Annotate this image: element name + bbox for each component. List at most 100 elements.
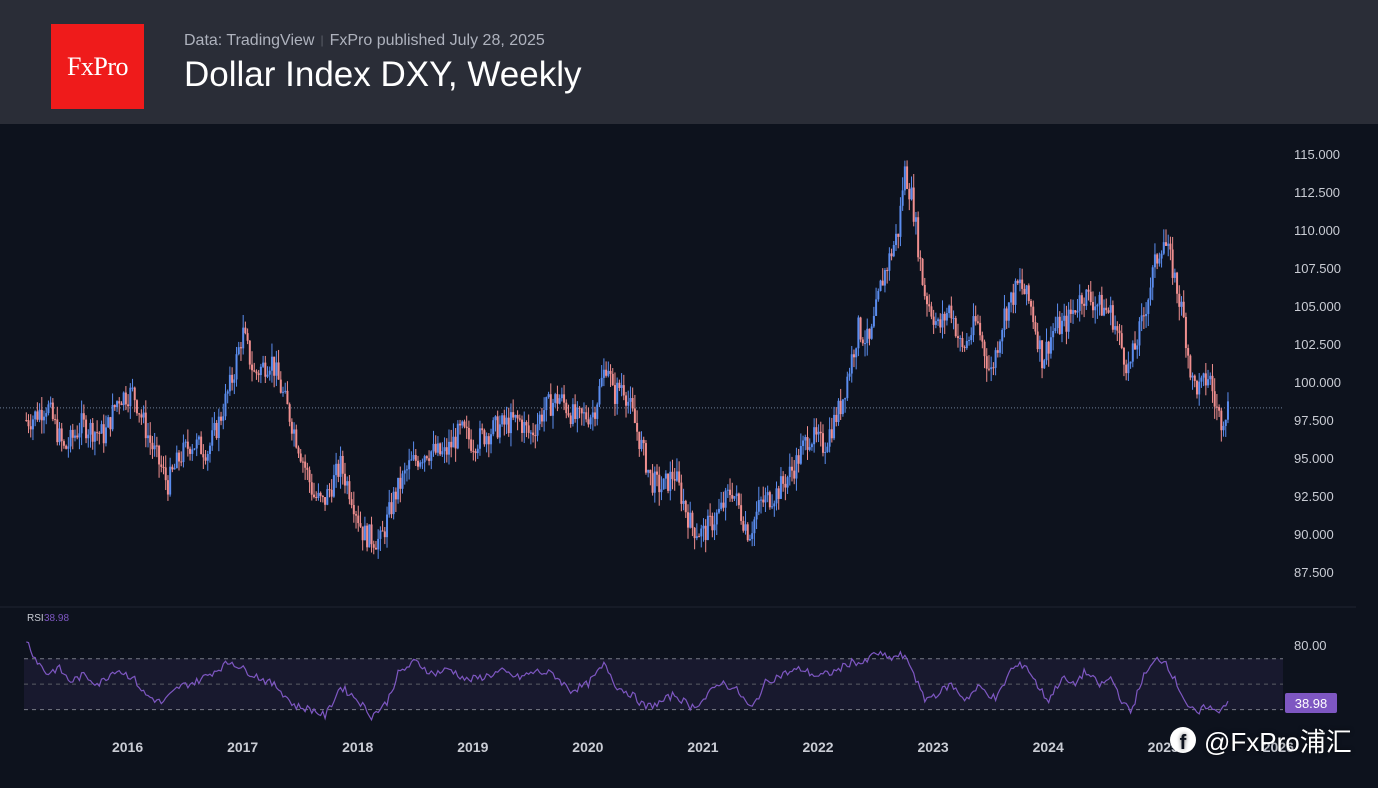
- candle-body: [96, 432, 99, 434]
- candle-body: [452, 436, 455, 448]
- candle-body: [633, 408, 636, 423]
- candle-body: [259, 366, 262, 376]
- candle-body: [1169, 243, 1172, 250]
- candle-body: [76, 435, 79, 438]
- candle-body: [399, 477, 402, 489]
- candle-body: [569, 415, 572, 425]
- candle-body: [1041, 340, 1044, 369]
- candle-body: [410, 459, 413, 461]
- candle-body: [722, 502, 725, 508]
- candle-body: [523, 422, 526, 433]
- rsi-value-label: 38.98: [44, 613, 69, 624]
- candle-body: [740, 505, 743, 521]
- candle-body: [85, 419, 88, 439]
- candle-body: [602, 369, 605, 378]
- candle-body: [381, 530, 384, 532]
- candle-body: [1010, 292, 1013, 303]
- candle-body: [436, 443, 439, 453]
- dxy-chart[interactable]: 115.000 112.500 110.000 107.500 105.000 102.5…: [0, 124, 1378, 788]
- candle-body: [649, 469, 652, 474]
- candle-body: [135, 400, 138, 414]
- candle-body: [505, 417, 508, 425]
- candle-body: [87, 434, 90, 439]
- candle-body: [363, 525, 366, 541]
- candle-body: [850, 354, 853, 374]
- candle-body: [671, 471, 674, 480]
- x-tick-label: 2019: [457, 739, 488, 755]
- candle-body: [726, 489, 729, 491]
- candle-body: [534, 435, 537, 437]
- candle-body: [558, 398, 561, 404]
- candle-body: [118, 401, 121, 404]
- candle-body: [1176, 272, 1179, 294]
- candle-body: [503, 415, 506, 425]
- candle-body: [509, 412, 512, 434]
- candle-body: [684, 500, 687, 513]
- candle-body: [144, 412, 147, 439]
- candle-body: [981, 335, 984, 342]
- candle-body: [1204, 373, 1207, 386]
- candle-body: [355, 514, 358, 516]
- candle-body: [1096, 304, 1099, 307]
- candle-body: [1043, 360, 1046, 369]
- rsi-band: [24, 658, 1283, 710]
- candle-body: [906, 166, 909, 189]
- candle-body: [370, 524, 373, 545]
- candle-body: [545, 397, 548, 411]
- candle-body: [565, 402, 568, 414]
- candle-body: [625, 395, 628, 406]
- candle-body: [1198, 381, 1201, 395]
- candle-body: [903, 166, 906, 191]
- candle-body: [297, 447, 300, 454]
- candle-body: [1076, 310, 1079, 313]
- candle-body: [1180, 301, 1183, 307]
- candle-body: [877, 290, 880, 300]
- candle-body: [622, 385, 625, 396]
- candle-body: [82, 413, 85, 420]
- candle-body: [706, 515, 709, 540]
- candle-body: [1138, 321, 1141, 346]
- y-tick-label: 105.000: [1294, 299, 1341, 314]
- candle-body: [1173, 272, 1176, 278]
- candle-body: [881, 280, 884, 286]
- candle-body: [295, 429, 298, 448]
- candle-body: [868, 328, 871, 339]
- candle-body: [1218, 407, 1221, 411]
- time-axis: 2016 2017 2018 2019 2020 2021 2022 2023 2024 2025…: [112, 739, 1294, 755]
- candle-body: [116, 401, 119, 408]
- candle-body: [1091, 301, 1094, 311]
- candle-body: [704, 525, 707, 540]
- candle-body: [332, 475, 335, 497]
- candle-body: [817, 431, 820, 435]
- candle-body: [222, 416, 225, 421]
- candle-body: [474, 451, 477, 454]
- candle-body: [454, 436, 457, 449]
- candle-body: [753, 519, 756, 534]
- candle-body: [516, 414, 519, 419]
- candle-body: [310, 482, 313, 495]
- candle-body: [914, 217, 917, 222]
- candle-body: [731, 494, 734, 499]
- candle-body: [1034, 322, 1037, 332]
- candle-body: [1089, 291, 1092, 302]
- x-tick-label: 2026: [1263, 739, 1294, 755]
- candle-body: [445, 447, 448, 455]
- candle-body: [618, 382, 621, 388]
- chart-meta: Data: TradingView | FxPro published July 2…: [184, 32, 545, 50]
- candle-body: [1162, 242, 1165, 254]
- candle-body: [864, 343, 867, 345]
- candle-body: [828, 429, 831, 447]
- candle-body: [919, 257, 922, 259]
- candle-body: [40, 409, 43, 421]
- candle-body: [49, 402, 52, 405]
- candle-body: [748, 538, 751, 541]
- candle-body: [1147, 299, 1150, 314]
- candle-body: [372, 544, 375, 548]
- candle-body: [487, 436, 490, 445]
- rsi-badge-value: 38.98: [1295, 696, 1328, 711]
- candle-body: [1005, 308, 1008, 321]
- candle-body: [1016, 280, 1019, 284]
- candle-body: [908, 188, 911, 200]
- fxpro-logo: FxPro: [51, 24, 144, 109]
- candle-body: [175, 452, 178, 469]
